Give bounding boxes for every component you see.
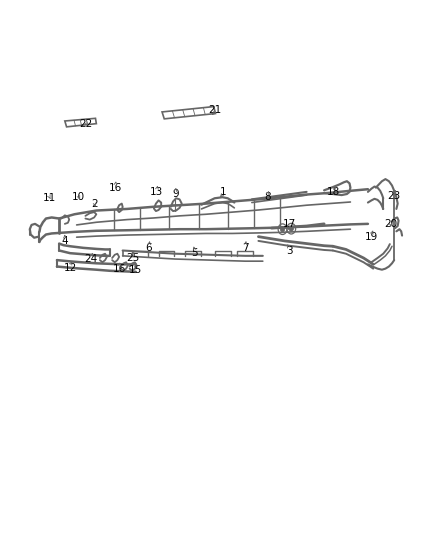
Text: 20: 20 [384, 219, 397, 229]
Text: 4: 4 [61, 236, 68, 246]
Circle shape [280, 227, 285, 232]
Text: 12: 12 [64, 263, 77, 272]
Text: 8: 8 [264, 192, 271, 202]
Text: 7: 7 [242, 243, 249, 253]
Text: 16: 16 [109, 183, 122, 192]
Text: 3: 3 [286, 246, 293, 255]
Text: 18: 18 [327, 187, 340, 197]
Text: 11: 11 [42, 193, 56, 203]
Text: 10: 10 [71, 192, 85, 202]
Text: 17: 17 [283, 219, 296, 229]
Text: 6: 6 [145, 243, 152, 253]
Text: 21: 21 [208, 106, 221, 115]
Text: 13: 13 [150, 187, 163, 197]
Text: 25: 25 [127, 253, 140, 263]
Text: 16: 16 [113, 264, 126, 273]
Text: 22: 22 [79, 119, 92, 128]
Text: 15: 15 [129, 265, 142, 274]
Circle shape [289, 226, 293, 231]
Text: 24: 24 [85, 254, 98, 264]
Text: 2: 2 [91, 199, 98, 208]
Text: 5: 5 [191, 248, 198, 258]
Text: 1: 1 [220, 187, 227, 197]
Text: 23: 23 [388, 191, 401, 201]
Text: 9: 9 [172, 189, 179, 199]
Text: 19: 19 [365, 232, 378, 241]
